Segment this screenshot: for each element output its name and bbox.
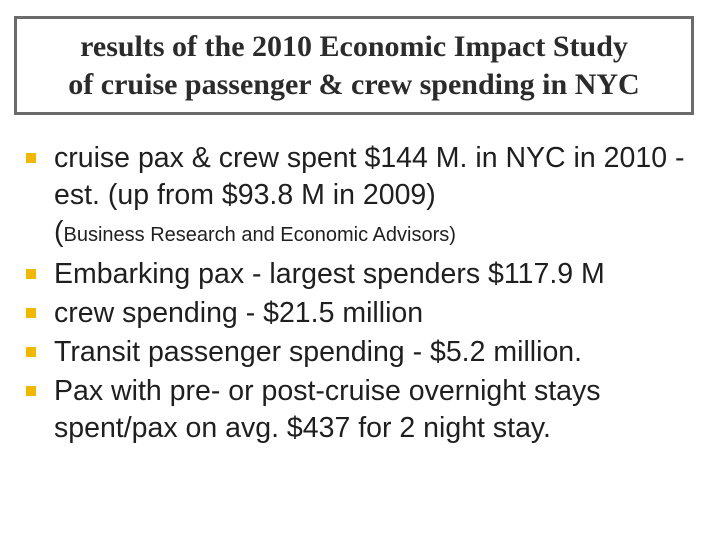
bullet-item: cruise pax & crew spent $144 M. in NYC i… [24,140,704,254]
title-line-2: of cruise passenger & crew spending in N… [68,67,640,101]
bullet-list: cruise pax & crew spent $144 M. in NYC i… [24,140,704,449]
bullet-text: crew spending - $21.5 million [54,297,424,329]
square-bullet-icon [26,308,36,318]
square-bullet-icon [26,153,36,163]
bullet-text: Embarking pax - largest spenders $117.9 … [54,258,605,290]
bullet-text: Transit passenger spending - $5.2 millio… [54,336,583,368]
bullet-item: Embarking pax - largest spenders $117.9 … [24,256,704,293]
bullet-source-note: Business Research and Economic Advisors) [63,224,456,246]
title-line-1: results of the 2010 Economic Impact Stud… [80,29,628,63]
square-bullet-icon [26,347,36,357]
bullet-item: Pax with pre- or post-cruise overnight s… [24,373,704,447]
bullet-text: Pax with pre- or post-cruise overnight s… [54,375,601,444]
square-bullet-icon [26,269,36,279]
bullet-paren: ( [54,216,64,248]
bullet-text: cruise pax & crew spent $144 M. in NYC i… [54,142,685,211]
title-box: results of the 2010 Economic Impact Stud… [14,16,694,115]
bullet-item: crew spending - $21.5 million [24,295,704,332]
bullet-item: Transit passenger spending - $5.2 millio… [24,334,704,371]
square-bullet-icon [26,386,36,396]
